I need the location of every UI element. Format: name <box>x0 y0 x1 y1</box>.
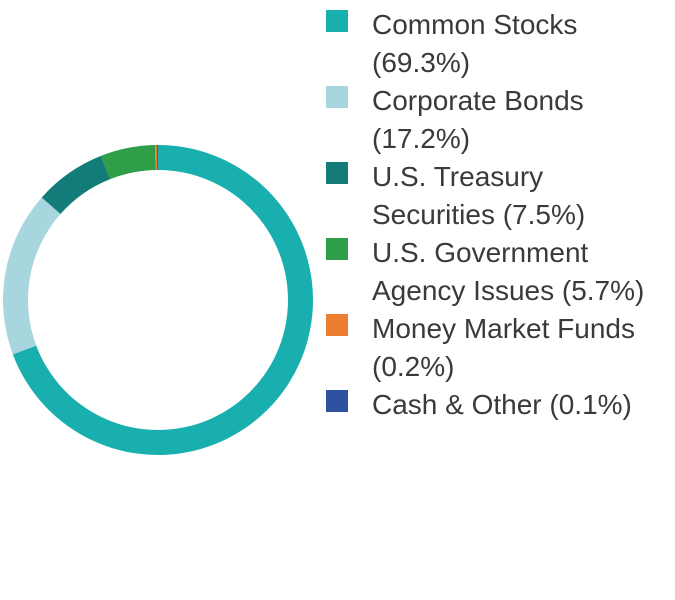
legend-item: Common Stocks (69.3%) <box>326 6 675 82</box>
legend-swatch <box>326 390 348 412</box>
donut-slice <box>100 145 156 180</box>
legend-item: Corporate Bonds (17.2%) <box>326 82 675 158</box>
donut-slice <box>157 145 158 171</box>
legend-swatch <box>326 86 348 108</box>
legend-label: Money Market Funds (0.2%) <box>372 313 635 382</box>
legend-swatch <box>326 314 348 336</box>
legend-item: U.S. Treasury Securities (7.5%) <box>326 158 675 234</box>
legend-swatch <box>326 238 348 260</box>
legend-item: U.S. Government Agency Issues (5.7%) <box>326 234 675 310</box>
donut-slice <box>2 197 61 355</box>
legend-item: Cash & Other (0.1%) <box>326 386 675 424</box>
legend-swatch <box>326 10 348 32</box>
legend-label: Cash & Other (0.1%) <box>372 389 632 420</box>
legend-swatch <box>326 162 348 184</box>
legend-label: Common Stocks (69.3%) <box>372 9 578 78</box>
legend: Common Stocks (69.3%) Corporate Bonds (17… <box>326 6 675 424</box>
legend-label: U.S. Treasury Securities (7.5%) <box>372 161 586 230</box>
legend-item: Money Market Funds (0.2%) <box>326 310 675 386</box>
donut-slice <box>41 155 111 215</box>
donut-slice <box>155 145 158 171</box>
chart <box>2 145 313 455</box>
legend-label: U.S. Government Agency Issues (5.7%) <box>372 237 645 306</box>
legend-label: Corporate Bonds (17.2%) <box>372 85 584 154</box>
